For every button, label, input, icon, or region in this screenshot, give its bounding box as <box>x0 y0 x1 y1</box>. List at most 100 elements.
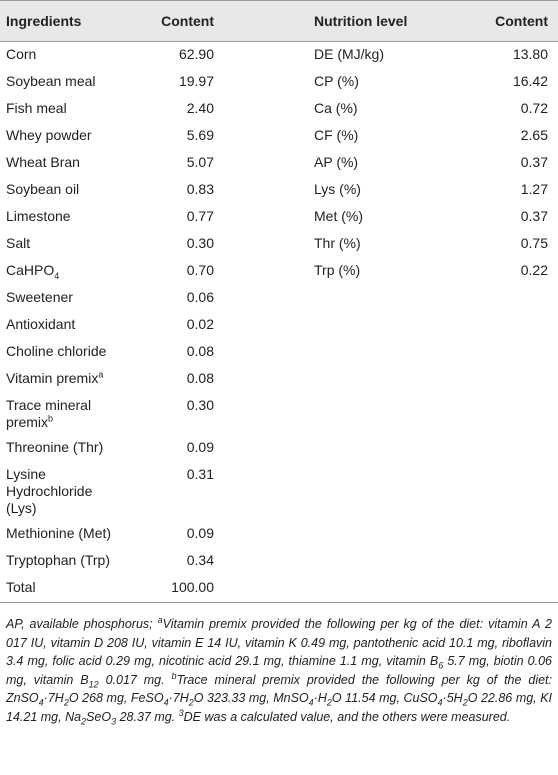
supscript: a <box>157 614 163 625</box>
text-run: 28.37 mg. <box>116 709 179 724</box>
nutrition-content: 0.37 <box>520 208 548 224</box>
subscript: 2 <box>63 697 69 708</box>
ingredient-name: Threonine (Thr) <box>6 439 104 455</box>
nutrition-name <box>308 435 458 462</box>
nutrition-content <box>458 339 558 366</box>
ingredient-content: 0.08 <box>186 370 214 386</box>
table-row: Soybean oil 0.83 Lys (%) 1.27 <box>0 177 558 204</box>
ingredient-name: Total <box>0 575 120 603</box>
table-row: Methionine (Met) 0.09 <box>0 521 558 548</box>
ingredient-content: 0.06 <box>186 289 214 305</box>
ingredient-content: 5.69 <box>186 127 214 143</box>
table-row: Salt 0.30 Thr (%) 0.75 <box>0 231 558 258</box>
spacer <box>224 521 308 548</box>
supscript: 3 <box>178 707 184 718</box>
subscript: 4 <box>54 270 60 281</box>
supscript: b <box>171 670 177 681</box>
ingredient-name: Choline chloride <box>6 343 107 359</box>
subscript: 4 <box>308 697 314 708</box>
header-cell: Content <box>120 0 224 42</box>
nutrition-content <box>458 548 558 575</box>
ingredient-content: 19.97 <box>178 73 214 89</box>
ingredient-name: Soybean oil <box>6 181 80 197</box>
text-run: O 323.33 mg, MnSO <box>193 691 309 705</box>
spacer <box>224 231 308 258</box>
nutrition-content: 0.22 <box>520 262 548 278</box>
ingredient-content: 2.40 <box>186 100 214 116</box>
nutrition-name <box>308 521 458 548</box>
nutrition-content: 0.37 <box>520 154 548 170</box>
text-run: DE was a calculated value, and the other… <box>183 709 511 724</box>
text-run: O 22.86 mg, KI 14.21 mg, Na <box>6 691 553 724</box>
spacer <box>224 42 308 70</box>
nutrition-content: 0.72 <box>520 100 548 116</box>
text-run: CaHPO <box>6 262 55 278</box>
table-row: Vitamin premixa 0.08 <box>0 366 558 393</box>
text-run: SeO <box>86 709 112 724</box>
nutrition-content <box>458 366 558 393</box>
text-run: Trace mineral premix <box>6 397 92 430</box>
spacer <box>224 150 308 177</box>
table-row: CaHPO4 0.70 Trp (%) 0.22 <box>0 258 558 285</box>
ingredient-name: Methionine (Met) <box>6 525 112 541</box>
nutrition-name: Lys (%) <box>314 181 361 197</box>
subscript: 2 <box>81 716 87 726</box>
table-row: Whey powder 5.69 CF (%) 2.65 <box>0 123 558 150</box>
table-row: Total 100.00 <box>0 575 558 603</box>
text-run: ·5H <box>442 691 463 705</box>
spacer <box>224 393 308 435</box>
spacer <box>224 435 308 462</box>
nutrition-content: 2.65 <box>520 127 548 143</box>
ingredient-content: 0.83 <box>186 181 214 197</box>
nutrition-name <box>308 462 458 521</box>
ingredient-content: 0.70 <box>186 262 214 278</box>
ingredient-content: 62.90 <box>178 46 214 62</box>
footnote: AP, available phosphorus; aVitamin premi… <box>0 603 558 726</box>
ingredient-content: 0.02 <box>186 316 214 332</box>
ingredient-name: Limestone <box>6 208 71 224</box>
nutrition-name <box>308 548 458 575</box>
ingredient-content: 0.30 <box>186 397 214 413</box>
spacer <box>224 312 308 339</box>
text-run: 5.7 mg, biotin 0.06 mg, vitamin B <box>6 654 552 687</box>
spacer <box>224 366 308 393</box>
spacer <box>224 204 308 231</box>
spacer <box>224 548 308 575</box>
text-run: O 11.54 mg, CuSO <box>331 691 438 705</box>
spacer <box>224 285 308 312</box>
ingredient-name: Whey powder <box>6 127 92 143</box>
text-run: Trace mineral premix provided the follow… <box>6 672 552 706</box>
ingredient-name: CaHPO4 <box>0 258 120 285</box>
nutrition-name <box>308 285 458 312</box>
nutrition-name: Met (%) <box>314 208 363 224</box>
nutrition-content: 1.27 <box>520 181 548 197</box>
nutrition-content <box>458 521 558 548</box>
subscript: 12 <box>88 679 99 689</box>
ingredient-name: Sweetener <box>6 289 73 305</box>
nutrition-content: 0.75 <box>520 235 548 251</box>
header-cell: Nutrition level <box>308 0 458 42</box>
ingredient-name: Antioxidant <box>6 316 76 332</box>
nutrition-name <box>308 312 458 339</box>
nutrition-content: 13.80 <box>512 46 548 62</box>
text-run: ·7H <box>43 691 64 705</box>
supscript: b <box>48 413 54 424</box>
table-row: Soybean meal 19.97 CP (%) 16.42 <box>0 69 558 96</box>
ingredient-name: Wheat Bran <box>6 154 80 170</box>
table-row: Antioxidant 0.02 <box>0 312 558 339</box>
ingredient-content: 0.08 <box>186 343 214 359</box>
subscript: 4 <box>437 697 443 708</box>
ingredient-content: 0.09 <box>186 439 214 455</box>
nutrition-name <box>308 339 458 366</box>
table-row: Lysine Hydrochloride (Lys) 0.31 <box>0 462 558 521</box>
nutrition-content: 16.42 <box>512 73 548 89</box>
ingredient-content: 0.34 <box>186 552 214 568</box>
spacer <box>224 462 308 521</box>
table-row: Choline chloride 0.08 <box>0 339 558 366</box>
table-row: Threonine (Thr) 0.09 <box>0 435 558 462</box>
header-cell: Ingredients <box>0 0 120 42</box>
table-body: Corn 62.90 DE (MJ/kg) 13.80 Soybean meal 19.9… <box>0 42 558 603</box>
text-run: O 268 mg, FeSO <box>68 691 164 705</box>
nutrition-name: DE (MJ/kg) <box>314 46 384 62</box>
nutrition-content <box>458 575 558 603</box>
